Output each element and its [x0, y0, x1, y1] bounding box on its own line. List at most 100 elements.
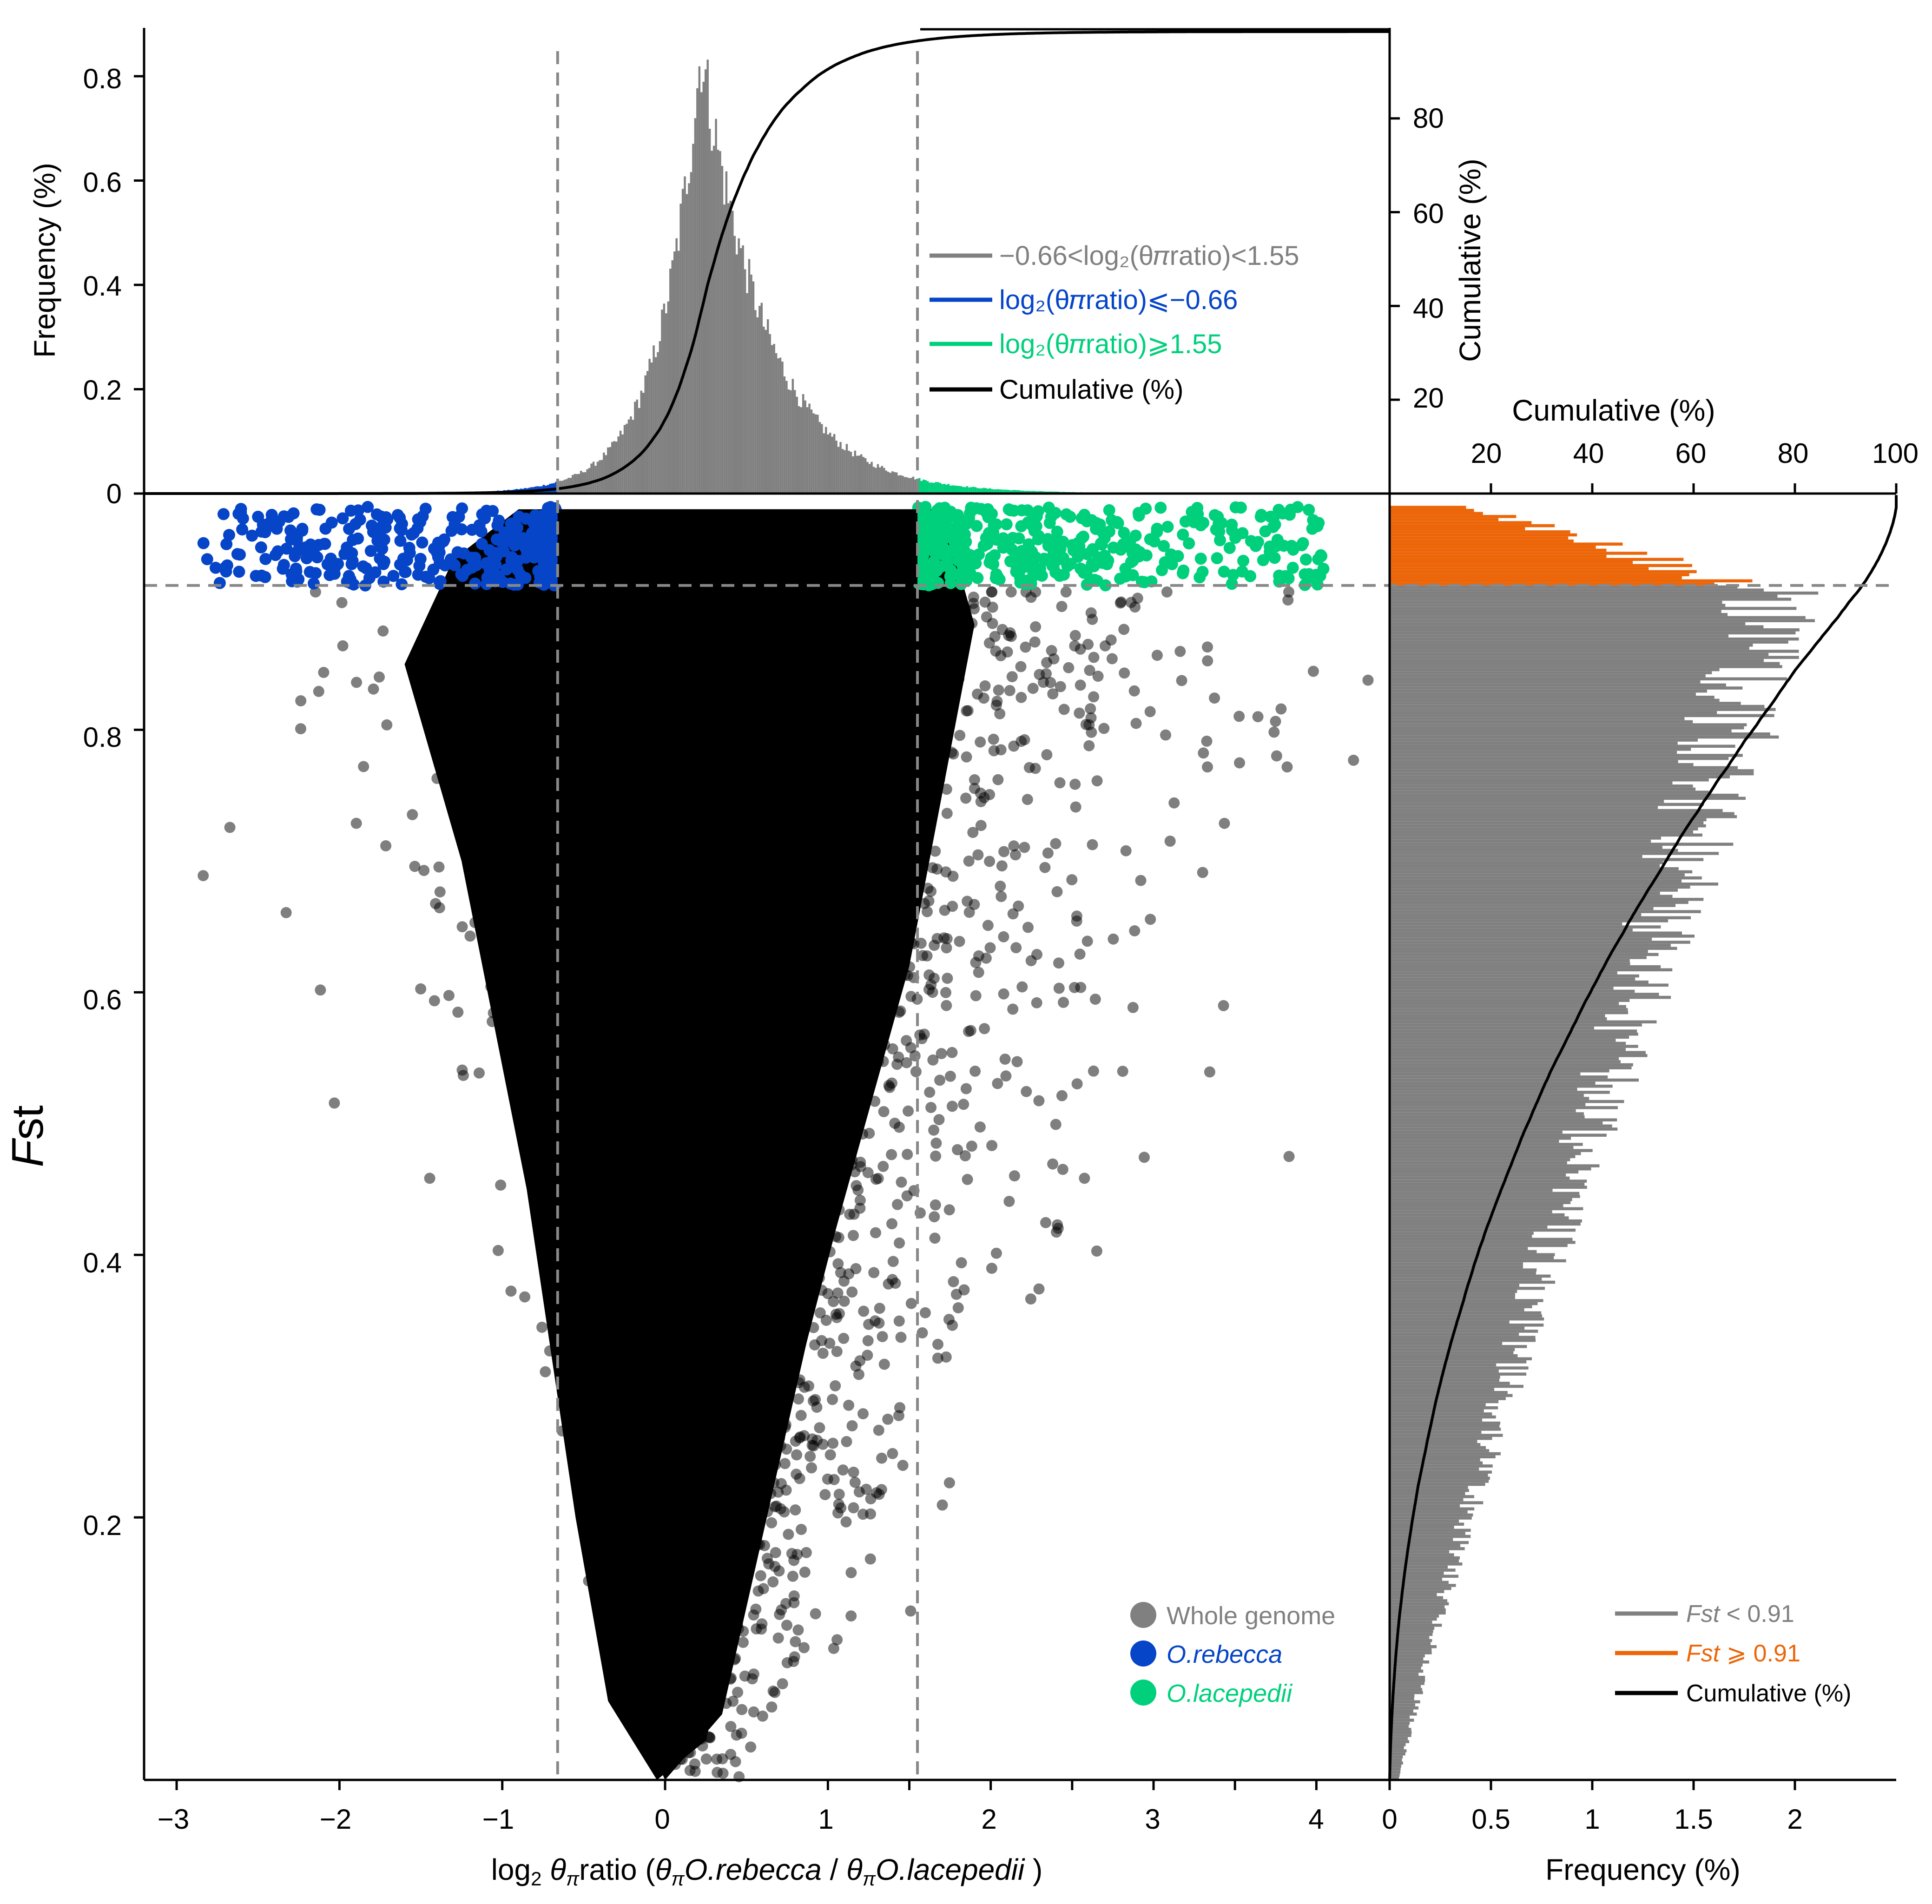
scatter-point — [821, 586, 832, 598]
right-hist-bar — [1390, 1713, 1417, 1716]
right-hist-bar — [1390, 606, 1797, 610]
top-hist-bar — [588, 468, 591, 494]
scatter-point — [845, 1610, 857, 1622]
scatter-point — [697, 1256, 708, 1267]
svg-text:log2 θπratio (θπO.rebecca / θ: log2 θπratio (θπO.rebecca / θπO.lacepedi… — [491, 1853, 1043, 1890]
scatter-point — [694, 1642, 706, 1653]
scatter-point-lacepedii — [1051, 526, 1063, 538]
scatter-point — [860, 1483, 872, 1495]
right-hist-bar — [1390, 677, 1787, 681]
scatter-point — [807, 659, 819, 670]
scatter-point-rebecca — [466, 524, 478, 536]
right-x2label: Cumulative (%) — [1512, 394, 1715, 427]
scatter-point — [798, 792, 809, 804]
top-hist-bar — [791, 379, 794, 494]
scatter-point — [620, 1094, 632, 1106]
right-hist-bar — [1390, 818, 1707, 822]
right-hist-bar — [1390, 1378, 1500, 1382]
right-hist-bar — [1390, 1057, 1619, 1061]
right-hist-bar — [1390, 1097, 1589, 1100]
scatter-point — [884, 820, 896, 831]
scatter-point — [708, 789, 719, 800]
scatter-point — [708, 1087, 720, 1099]
right-hist-bar — [1390, 573, 1689, 576]
ytick-label-0.8: 0.8 — [83, 722, 122, 753]
legend-rebecca-marker — [1130, 1640, 1156, 1667]
right-hist-bar — [1390, 885, 1690, 889]
scatter-point — [628, 688, 640, 699]
scatter-point — [931, 863, 943, 875]
right-hist-bar — [1390, 852, 1719, 855]
top-hist-bar — [715, 119, 717, 494]
scatter-point — [722, 1014, 734, 1025]
scatter-point — [626, 1331, 638, 1342]
right-hist-bar — [1390, 554, 1607, 558]
scatter-point — [722, 1203, 733, 1214]
scatter-point — [793, 830, 805, 842]
scatter-point — [794, 679, 805, 691]
scatter-point — [581, 931, 593, 942]
scatter-point — [621, 903, 633, 915]
scatter-point-lacepedii — [1214, 534, 1226, 547]
scatter-point — [876, 1038, 888, 1050]
scatter-point — [464, 930, 476, 942]
scatter-point — [748, 976, 759, 988]
scatter-point — [589, 1206, 600, 1218]
scatter-point — [745, 1462, 757, 1474]
scatter-point — [829, 962, 840, 974]
scatter-point-rebecca — [255, 541, 267, 553]
scatter-point — [632, 909, 643, 921]
scatter-point — [724, 1163, 736, 1175]
scatter-point-rebecca — [250, 570, 262, 582]
scatter-point — [431, 607, 442, 619]
scatter-point — [630, 1608, 642, 1620]
scatter-point — [600, 1363, 611, 1374]
scatter-point — [768, 1477, 779, 1489]
scatter-point — [987, 601, 998, 613]
scatter-point — [1120, 845, 1132, 856]
scatter-point — [561, 661, 573, 672]
right-hist-bar — [1390, 1737, 1408, 1740]
right-hist-bar — [1390, 1198, 1572, 1201]
top-hist-bar — [615, 441, 618, 494]
scatter-point — [893, 1315, 905, 1327]
right-hist-bar — [1390, 570, 1697, 573]
scatter-point — [660, 993, 672, 1005]
scatter-point — [527, 638, 539, 650]
scatter-point — [686, 1647, 697, 1658]
scatter-point — [840, 963, 851, 975]
right-hist-bar — [1390, 1648, 1432, 1652]
top-hist-bar — [611, 441, 613, 494]
scatter-point — [718, 1633, 729, 1644]
right-hist-bar — [1390, 784, 1693, 788]
scatter-point — [825, 1113, 837, 1125]
top-ytick-label-0.8: 0.8 — [83, 63, 122, 94]
scatter-point — [541, 1118, 553, 1130]
scatter-point — [699, 1412, 710, 1424]
scatter-point — [1047, 1158, 1059, 1170]
top-hist-bar — [619, 430, 622, 494]
scatter-point — [564, 1355, 575, 1367]
scatter-point-lacepedii — [963, 556, 976, 569]
scatter-point — [813, 625, 824, 636]
top-hist-bar — [790, 390, 792, 494]
scatter-point — [798, 1642, 810, 1654]
scatter-point — [602, 618, 613, 629]
scatter-point — [714, 778, 726, 790]
scatter-point — [295, 695, 307, 706]
top-hist-bar — [692, 144, 694, 494]
top-hist-bar — [787, 389, 790, 494]
scatter-point-lacepedii — [1132, 507, 1145, 519]
scatter-point — [779, 973, 790, 984]
scatter-point — [656, 1454, 667, 1466]
right-hist-bar — [1390, 1253, 1555, 1257]
scatter-point — [542, 1245, 554, 1256]
right-hist-bar — [1390, 1654, 1425, 1658]
right-hist-bar — [1390, 548, 1607, 552]
scatter-point-rebecca — [259, 571, 271, 583]
scatter-point — [897, 1460, 909, 1471]
scatter-point — [791, 1297, 803, 1308]
scatter-point — [445, 655, 457, 667]
scatter-point — [807, 1168, 818, 1179]
scatter-point — [824, 767, 836, 779]
